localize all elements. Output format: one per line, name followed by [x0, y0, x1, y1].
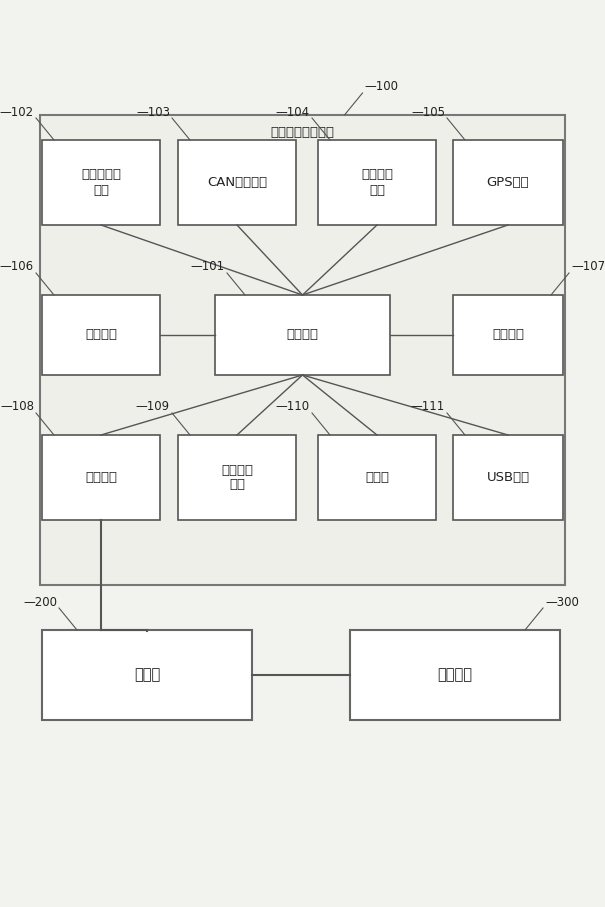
Text: —105: —105	[411, 105, 445, 119]
Text: 报警模块: 报警模块	[85, 471, 117, 484]
Text: 无线通信
模块: 无线通信 模块	[361, 169, 393, 197]
Bar	[453, 295, 563, 375]
Bar	[453, 140, 563, 225]
Text: —108: —108	[0, 401, 34, 414]
Text: 主控模块: 主控模块	[287, 328, 318, 342]
Bar	[318, 140, 436, 225]
Bar	[42, 435, 160, 520]
Text: 用户终端: 用户终端	[437, 668, 473, 682]
Text: —100: —100	[364, 81, 399, 93]
Text: USB接口: USB接口	[486, 471, 529, 484]
Text: —107: —107	[571, 260, 605, 274]
Text: CAN采集模块: CAN采集模块	[207, 176, 267, 189]
Text: —109: —109	[136, 401, 170, 414]
Bar	[40, 115, 565, 585]
Bar	[42, 140, 160, 225]
Text: —102: —102	[0, 105, 34, 119]
Text: —300: —300	[545, 596, 579, 609]
Bar	[42, 630, 252, 720]
Bar	[350, 630, 560, 720]
Text: 电源管理
模块: 电源管理 模块	[221, 463, 253, 492]
Text: —200: —200	[23, 596, 57, 609]
Text: 服务器: 服务器	[134, 668, 160, 682]
Bar	[318, 435, 436, 520]
Text: GPS模块: GPS模块	[486, 176, 529, 189]
Text: —103: —103	[136, 105, 170, 119]
Bar	[453, 435, 563, 520]
Text: —106: —106	[0, 260, 34, 274]
Text: 存储模块: 存储模块	[85, 328, 117, 342]
Bar	[42, 295, 160, 375]
Bar	[215, 295, 390, 375]
Bar	[178, 435, 296, 520]
Text: 摄像模块: 摄像模块	[492, 328, 524, 342]
Text: —111: —111	[411, 401, 445, 414]
Text: —110: —110	[276, 401, 310, 414]
Text: 车载数据采集终端: 车载数据采集终端	[270, 126, 335, 140]
Bar	[178, 140, 296, 225]
Text: —104: —104	[276, 105, 310, 119]
Text: —101: —101	[191, 260, 225, 274]
Text: 模拟量采集
模块: 模拟量采集 模块	[81, 169, 121, 197]
Text: 触摸屏: 触摸屏	[365, 471, 389, 484]
